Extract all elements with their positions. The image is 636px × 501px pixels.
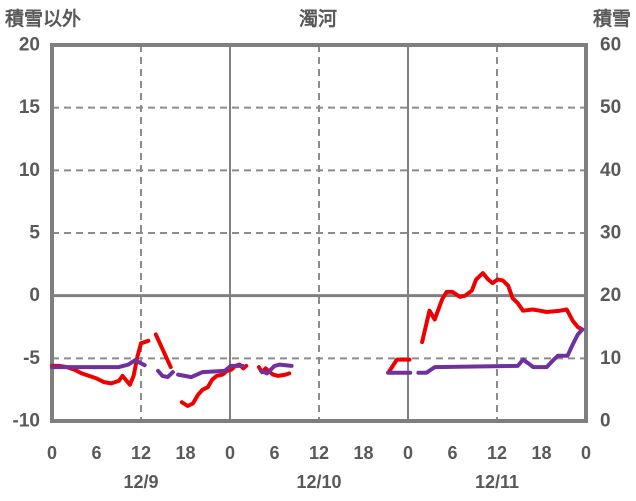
right-axis-tick-label: 0 (600, 411, 611, 432)
x-date-label: 12/9 (123, 472, 158, 492)
right-axis-tick-label: 40 (600, 160, 621, 181)
left-axis-tick-label: 5 (29, 223, 40, 244)
x-hour-label: 18 (353, 443, 373, 463)
x-date-label: 12/10 (296, 472, 341, 492)
x-hour-label: 0 (47, 443, 57, 463)
left-axis-tick-label: -5 (23, 348, 40, 369)
left-axis-tick-label: 20 (19, 35, 40, 56)
x-hour-label: 12 (487, 443, 507, 463)
x-hour-label: 0 (225, 443, 235, 463)
left-axis-tick-label: 10 (19, 160, 40, 181)
x-hour-label: 6 (447, 443, 457, 463)
purple-line (416, 327, 585, 375)
plot-border (50, 43, 588, 423)
right-axis-tick-label: 20 (600, 285, 621, 306)
x-hour-label: 6 (91, 443, 101, 463)
red-line (420, 271, 585, 344)
x-hour-label: 0 (581, 443, 591, 463)
left-axis-tick-label: 15 (19, 97, 41, 118)
chart-title: 濁河 (298, 9, 337, 30)
x-hour-label: 18 (531, 443, 551, 463)
x-hour-label: 6 (269, 443, 279, 463)
red-line (386, 357, 412, 375)
purple-line (50, 358, 147, 370)
right-axis-tick-label: 60 (600, 35, 621, 56)
x-hour-label: 12 (309, 443, 329, 463)
purple-line (259, 362, 294, 376)
x-hour-label: 18 (175, 443, 195, 463)
purple-line (176, 363, 245, 380)
left-axis-tick-label: 0 (29, 285, 40, 306)
right-axis-tick-label: 10 (600, 348, 621, 369)
x-date-label: 12/11 (475, 472, 519, 492)
left-axis-title: 積雪以外 (5, 9, 82, 30)
right-axis-title: 積雪 (592, 9, 631, 30)
right-axis-tick-label: 50 (600, 97, 621, 118)
x-hour-label: 12 (131, 443, 151, 463)
red-line (153, 332, 173, 370)
purple-line (156, 368, 175, 380)
x-hour-label: 0 (403, 443, 413, 463)
right-axis-tick-label: 30 (600, 223, 621, 244)
left-axis-tick-label: -10 (13, 411, 40, 432)
